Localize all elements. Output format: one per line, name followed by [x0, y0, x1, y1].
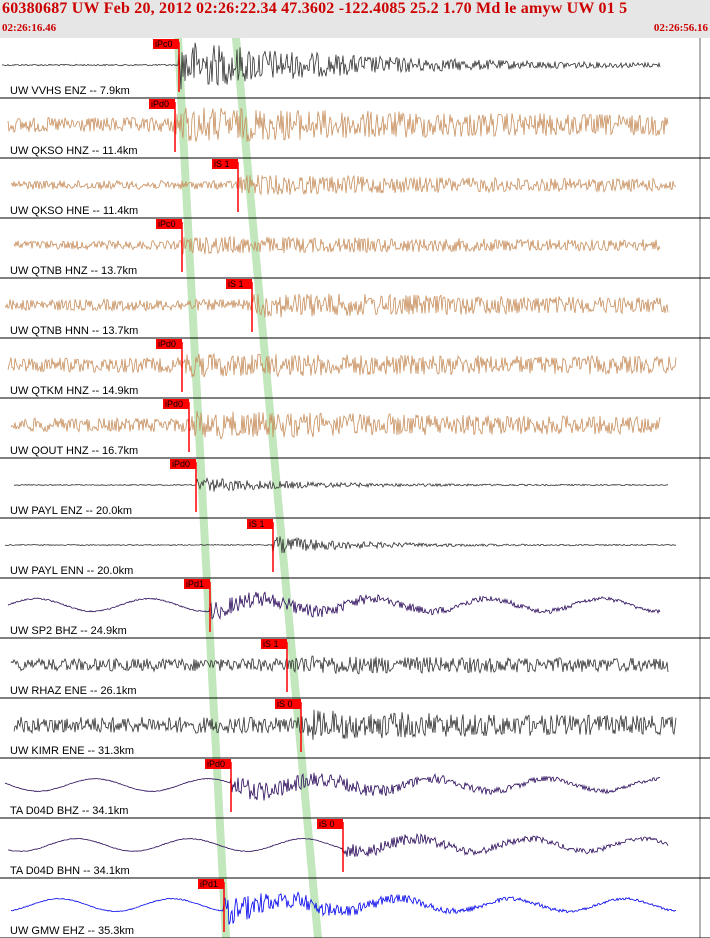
station-label: UW QTNB HNZ -- 13.7km	[10, 265, 137, 277]
pick-flag[interactable]	[247, 519, 273, 529]
trace-row[interactable]: iPd0 UW PAYL ENZ -- 20.0km	[0, 458, 710, 519]
pick-label: iPd0	[165, 399, 183, 409]
pick-label: iPd1	[200, 879, 218, 889]
pick-flag[interactable]	[156, 339, 182, 349]
trace-row[interactable]: iS 1 UW PAYL ENN -- 20.0km	[0, 518, 710, 579]
pick-label: iPc0	[155, 39, 173, 49]
seismogram-panel[interactable]: iPc0 UW VVHS ENZ -- 7.9km iPd0 UW QKSO HNZ …	[0, 38, 710, 938]
waveform	[7, 832, 669, 857]
trace-row[interactable]: iPd0 TA D04D BHZ -- 34.1km	[0, 758, 710, 819]
waveform	[10, 655, 669, 675]
station-label: UW GMW EHZ -- 35.3km	[10, 925, 134, 937]
trace-row[interactable]: iPd0 UW QOUT HNZ -- 16.7km	[0, 398, 710, 459]
waveform	[7, 591, 661, 621]
trace-row[interactable]: iPd0 UW QKSO HNZ -- 11.4km	[0, 98, 710, 159]
trace-row[interactable]: iPd1 UW GMW EHZ -- 35.3km	[0, 878, 710, 938]
pick-flag[interactable]	[156, 219, 182, 229]
pick-flag[interactable]	[261, 639, 287, 649]
waveform	[4, 293, 669, 318]
pick-flag[interactable]	[212, 159, 238, 169]
event-header: 60380687 UW Feb 20, 2012 02:26:22.34 47.…	[0, 0, 710, 38]
station-label: UW PAYL ENZ -- 20.0km	[10, 505, 132, 517]
trace-row[interactable]: iPc0 UW VVHS ENZ -- 7.9km	[0, 38, 710, 99]
pick-label: iS 1	[214, 159, 230, 169]
pick-flag[interactable]	[317, 819, 343, 829]
pick-label: iS 1	[228, 279, 244, 289]
pick-label: iPd0	[158, 339, 176, 349]
pick-label: iS 1	[263, 639, 279, 649]
trace-row[interactable]: iPd0 UW QTKM HNZ -- 14.9km	[0, 338, 710, 399]
waveform	[13, 709, 677, 740]
phase-bands	[174, 38, 322, 938]
waveform	[14, 476, 669, 492]
pick-label: iPd0	[151, 99, 169, 109]
pick-label: iPd1	[186, 579, 204, 589]
start-time: 02:26:16.46	[2, 22, 57, 34]
pick-flag[interactable]	[163, 399, 189, 409]
station-label: UW QKSO HNZ -- 11.4km	[10, 145, 138, 157]
pick-flag[interactable]	[275, 699, 301, 709]
p-wave-band	[174, 38, 230, 938]
pick-label: iS 1	[249, 519, 265, 529]
station-label: UW QKSO HNE -- 11.4km	[10, 205, 138, 217]
station-label: UW SP2 BHZ -- 24.9km	[10, 625, 127, 637]
s-wave-band	[232, 38, 322, 938]
trace-row[interactable]: iS 1 UW QKSO HNE -- 11.4km	[0, 158, 710, 219]
pick-label: iPd0	[207, 759, 225, 769]
station-label: UW PAYL ENN -- 20.0km	[10, 565, 133, 577]
waveform	[4, 536, 677, 554]
event-title: 60380687 UW Feb 20, 2012 02:26:22.34 47.…	[2, 0, 628, 17]
station-label: UW VVHS ENZ -- 7.9km	[10, 85, 130, 97]
waveform	[7, 352, 677, 378]
station-label: UW QTKM HNZ -- 14.9km	[10, 385, 138, 397]
pick-flag[interactable]	[184, 579, 210, 589]
pick-flag[interactable]	[153, 39, 179, 49]
pick-flag[interactable]	[205, 759, 231, 769]
pick-flag[interactable]	[149, 99, 175, 109]
waveform	[10, 410, 661, 440]
waveform	[13, 235, 661, 255]
pick-label: iPd0	[172, 459, 190, 469]
waveform	[4, 772, 661, 801]
station-label: UW KIMR ENE -- 31.3km	[10, 745, 134, 757]
pick-flag[interactable]	[198, 879, 224, 889]
pick-flag[interactable]	[226, 279, 252, 289]
waveform	[10, 174, 677, 196]
trace-row[interactable]: iPd1 UW SP2 BHZ -- 24.9km	[0, 578, 710, 639]
trace-row[interactable]: iS 1 UW QTNB HNN -- 13.7km	[0, 278, 710, 339]
waveform	[10, 891, 677, 925]
trace-row[interactable]: iS 1 UW RHAZ ENE -- 26.1km	[0, 638, 710, 699]
pick-label: iS 0	[319, 819, 335, 829]
waveform	[7, 107, 669, 142]
end-time: 02:26:56.16	[653, 22, 708, 34]
station-label: UW QOUT HNZ -- 16.7km	[10, 445, 138, 457]
pick-label: iS 0	[277, 699, 293, 709]
pick-label: iPc0	[158, 219, 176, 229]
station-label: UW QTNB HNN -- 13.7km	[10, 325, 138, 337]
trace-row[interactable]: iS 0 TA D04D BHN -- 34.1km	[0, 818, 710, 879]
trace-row[interactable]: iS 0 UW KIMR ENE -- 31.3km	[0, 698, 710, 759]
station-label: TA D04D BHN -- 34.1km	[10, 865, 130, 877]
station-label: UW RHAZ ENE -- 26.1km	[10, 685, 137, 697]
trace-row[interactable]: iPc0 UW QTNB HNZ -- 13.7km	[0, 218, 710, 279]
waveform	[1, 42, 661, 90]
pick-flag[interactable]	[170, 459, 196, 469]
station-label: TA D04D BHZ -- 34.1km	[10, 805, 128, 817]
